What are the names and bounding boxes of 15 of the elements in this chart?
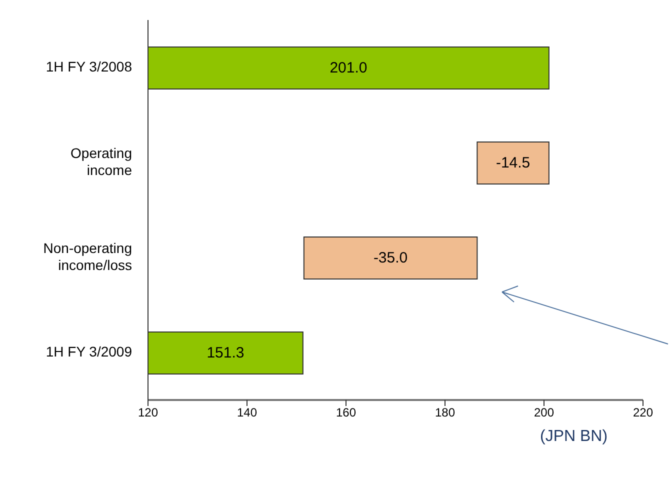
x-tick-label: 160	[336, 406, 356, 420]
data-label: -35.0	[373, 250, 408, 266]
x-axis-title: (JPN BN)	[540, 428, 608, 446]
x-tick-label: 140	[236, 406, 258, 420]
x-tick-label: 220	[632, 406, 654, 420]
y-tick-label: 1H FY 3/2008	[46, 58, 132, 74]
x-tick-label: 180	[434, 406, 456, 420]
y-tick-label: 1H FY 3/2009	[46, 343, 132, 360]
y-tick-label: Operating income	[70, 144, 132, 178]
y-tick-label: Non-operating income/loss	[43, 240, 132, 273]
data-label: -14.5	[496, 154, 530, 172]
x-tick-label: 120	[138, 406, 158, 420]
x-tick-label: 200	[534, 406, 554, 420]
data-label: 201.0	[330, 60, 368, 76]
data-label: 151.3	[206, 344, 244, 362]
